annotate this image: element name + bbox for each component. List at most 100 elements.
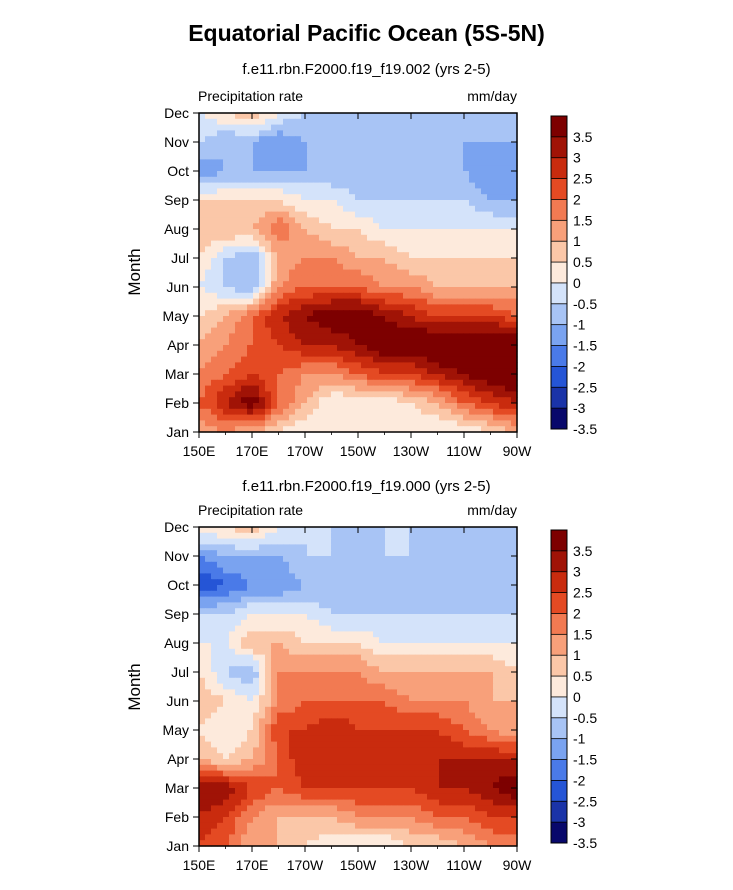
heatmap-cell [355,142,362,149]
heatmap-cell [361,414,368,421]
heatmap-cell [211,118,218,126]
heatmap-cell [277,556,284,563]
heatmap-cell [385,619,392,627]
heatmap-cell [493,695,500,702]
heatmap-cell [385,240,392,247]
heatmap-cell [379,374,386,381]
heatmap-cell [439,298,446,305]
heatmap-cell [223,695,230,702]
heatmap-cell [505,672,512,679]
heatmap-cell [295,614,302,621]
heatmap-cell [397,234,404,242]
heatmap-cell [247,292,254,300]
heatmap-cell [349,327,356,334]
heatmap-cell [463,706,470,714]
heatmap-cell [331,211,338,218]
heatmap-cell [403,234,410,242]
heatmap-cell [469,194,476,201]
heatmap-cell [289,706,296,714]
heatmap-cell [457,561,464,569]
heatmap-cell [295,211,302,218]
heatmap-cell [511,724,518,731]
heatmap-cell [433,660,440,667]
heatmap-cell [283,374,290,381]
heatmap-cell [259,596,266,603]
heatmap-cell [367,602,374,609]
heatmap-cell [487,229,494,236]
heatmap-cell [331,362,338,369]
heatmap-cell [493,159,500,166]
heatmap-cell [391,608,398,615]
heatmap-cell [439,420,446,427]
heatmap-cell [241,654,248,661]
heatmap-cell [397,310,404,317]
heatmap-cell [313,263,320,271]
heatmap-cell [253,229,260,236]
colorbar-swatch [551,324,567,346]
heatmap-cell [289,240,296,247]
heatmap-cell [379,556,386,563]
heatmap-cell [259,316,266,323]
heatmap-cell [391,414,398,421]
heatmap-cell [211,608,218,615]
heatmap-cell [331,660,338,667]
heatmap-cell [421,527,428,534]
heatmap-cell [451,643,458,650]
heatmap-cell [499,194,506,201]
heatmap-cell [385,171,392,178]
heatmap-cell [355,275,362,282]
heatmap-cell [199,240,206,247]
heatmap-cell [307,735,314,743]
heatmap-cell [367,712,374,719]
heatmap-cell [331,124,338,131]
heatmap-cell [265,426,272,433]
heatmap-cell [313,660,320,667]
heatmap-cell [415,385,422,392]
heatmap-cell [223,379,230,387]
heatmap-cell [391,625,398,632]
heatmap-cell [271,403,278,410]
heatmap-cell [427,269,434,276]
heatmap-cell [289,345,296,352]
heatmap-cell [235,124,242,131]
heatmap-cell [463,194,470,201]
heatmap-cell [439,631,446,638]
heatmap-cell [415,153,422,160]
colorbar-swatch [551,116,567,138]
heatmap-cell [499,567,506,574]
heatmap-cell [343,689,350,696]
heatmap-cell [265,339,272,346]
heatmap-cell [337,408,344,416]
heatmap-cell [301,573,308,580]
heatmap-cell [469,379,476,387]
heatmap-cell [409,275,416,282]
heatmap-cell [259,287,266,294]
heatmap-cell [385,590,392,598]
heatmap-cell [385,397,392,404]
heatmap-cell [337,426,344,433]
heatmap-cell [487,414,494,421]
heatmap-cell [403,281,410,288]
heatmap-cell [283,677,290,685]
heatmap-cell [205,550,212,557]
heatmap-cell [391,550,398,557]
heatmap-cell [229,165,236,172]
heatmap-cell [511,310,518,317]
heatmap-cell [403,368,410,375]
heatmap-cell [331,113,338,120]
heatmap-cell [385,550,392,557]
heatmap-cell [259,532,266,540]
heatmap-cell [427,234,434,242]
heatmap-cell [409,176,416,184]
heatmap-cell [247,397,254,404]
heatmap-cell [469,544,476,551]
heatmap-cell [469,130,476,137]
heatmap-cell [433,182,440,189]
heatmap-cell [235,142,242,149]
heatmap-cell [289,544,296,551]
heatmap-cell [325,147,332,155]
heatmap-cell [343,339,350,346]
main-title: Equatorial Pacific Ocean (5S-5N) [188,20,545,46]
heatmap-cell [241,153,248,160]
heatmap-cell [481,689,488,696]
